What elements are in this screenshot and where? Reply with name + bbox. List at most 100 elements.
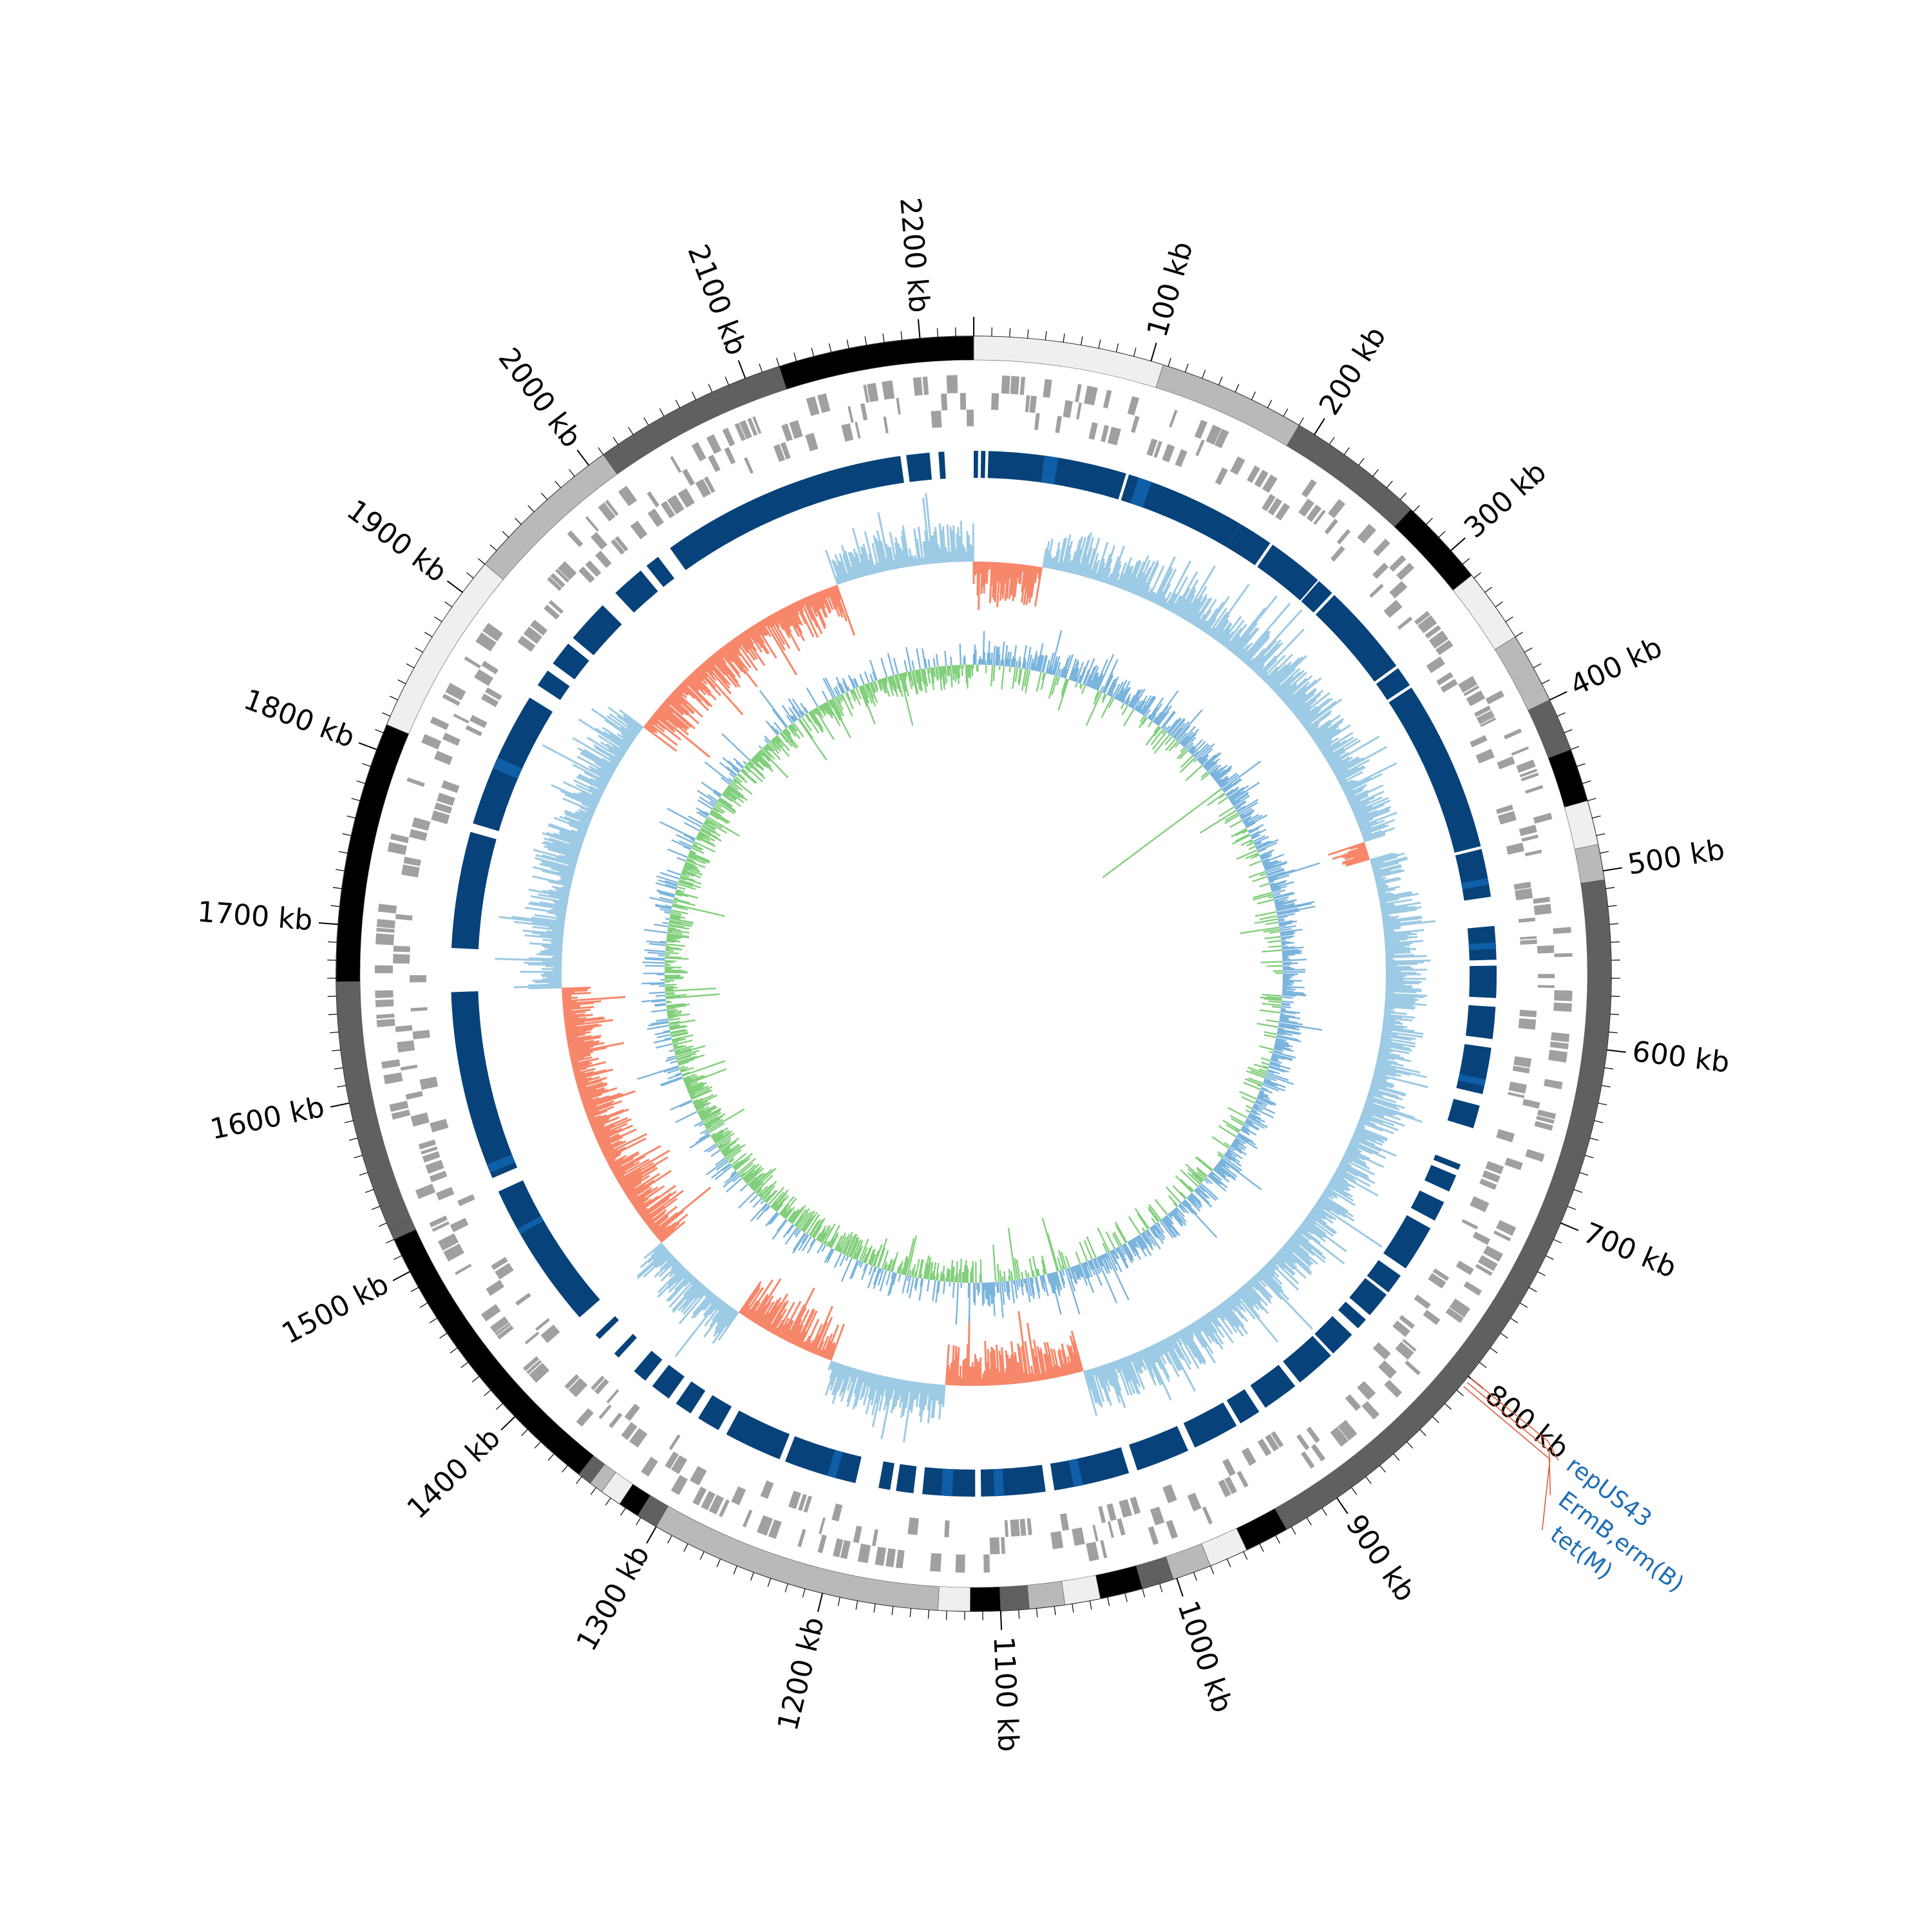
- gc-content-bar: [562, 1000, 601, 1005]
- gc-content-bar: [822, 1333, 833, 1358]
- gc-content-bar: [655, 710, 668, 721]
- gc-skew-bar: [1069, 668, 1075, 681]
- gc-skew-bar: [994, 646, 998, 666]
- cds-feature: [1271, 1431, 1284, 1448]
- minor-tick: [393, 1255, 402, 1260]
- gc-skew-bar: [665, 987, 678, 989]
- gc-content-bar: [569, 1046, 607, 1056]
- gc-skew-bar: [849, 1260, 858, 1280]
- gc-skew-bar: [1278, 1023, 1300, 1028]
- gc-content-bar: [1144, 1348, 1163, 1385]
- gc-skew-bar: [1255, 911, 1277, 917]
- gc-content-bar: [1168, 1336, 1182, 1359]
- gc-content-bar: [622, 1178, 643, 1191]
- gc-skew-bar: [752, 1168, 777, 1191]
- gc-skew-bar: [1223, 779, 1242, 793]
- gc-skew-bar: [831, 698, 842, 716]
- gc-content-bar: [1305, 1217, 1316, 1226]
- gc-content-bar: [1294, 699, 1317, 717]
- minor-tick: [495, 1403, 504, 1410]
- cds-feature: [481, 661, 498, 675]
- gc-content-bar: [1143, 585, 1151, 599]
- gc-content-bar: [1197, 1319, 1210, 1337]
- cds-feature: [453, 714, 469, 724]
- gc-skew-bar: [817, 1225, 827, 1241]
- gc-content-bar: [587, 1106, 614, 1118]
- gc-content-bar: [1383, 1021, 1396, 1026]
- gc-content-bar: [689, 674, 711, 696]
- gc-skew-bar: [1244, 820, 1255, 827]
- gc-skew-bar: [1145, 1229, 1151, 1236]
- gc-skew-bar: [1282, 952, 1302, 956]
- minor-tick: [1413, 505, 1420, 513]
- gc-skew-bar: [918, 669, 923, 682]
- gc-content-bar: [670, 1261, 680, 1270]
- gc-content-bar: [607, 1157, 617, 1164]
- gc-skew-bar: [817, 1228, 826, 1242]
- gc-skew-bar: [775, 1195, 790, 1212]
- gc-content-bar: [835, 576, 840, 585]
- gc-skew-bar: [1153, 734, 1171, 754]
- gc-content-bar: [905, 1381, 911, 1408]
- gc-content-bar: [1021, 1345, 1028, 1383]
- gc-content-bar: [1273, 684, 1281, 692]
- cds-feature: [1119, 1499, 1132, 1518]
- gc-skew-bar: [718, 1139, 732, 1150]
- gc-skew-bar: [865, 683, 870, 692]
- gc-content-bar: [1182, 1328, 1204, 1363]
- gc-skew-bar: [1264, 998, 1282, 1001]
- gc-skew-bar: [829, 699, 851, 739]
- gc-skew-bar: [1016, 1280, 1019, 1291]
- gc-skew-bar: [1173, 1209, 1178, 1215]
- gc-content-bar: [956, 533, 959, 562]
- gc-content-bar: [1331, 756, 1353, 770]
- gc-content-bar: [620, 732, 634, 743]
- gc-skew-bar: [837, 1245, 841, 1252]
- gc-skew-bar: [707, 1108, 745, 1132]
- gc-skew-bar: [1266, 869, 1285, 876]
- gc-content-bar: [562, 797, 595, 813]
- minor-tick: [784, 1583, 788, 1593]
- gc-skew-bar: [679, 1065, 685, 1069]
- gc-content-bar: [714, 652, 736, 678]
- gc-skew-bar: [1271, 888, 1282, 893]
- gc-content-bar: [966, 1344, 969, 1386]
- gc-content-bar: [659, 706, 688, 732]
- gc-content-bar: [1066, 1363, 1072, 1375]
- gc-content-bar: [569, 1041, 625, 1055]
- gc-content-bar: [652, 1211, 678, 1233]
- cds-feature: [752, 416, 762, 434]
- gc-skew-bar: [1236, 849, 1258, 860]
- gc-content-bar: [564, 1021, 585, 1026]
- gc-content-bar: [1262, 674, 1269, 681]
- gc-content-bar: [895, 1379, 902, 1407]
- gc-content-bar: [645, 723, 658, 734]
- gc-skew-bar: [869, 659, 878, 681]
- gc-content-bar: [1376, 882, 1387, 887]
- gc-skew-bar: [1266, 996, 1282, 999]
- gc-content-bar: [1128, 562, 1142, 592]
- gc-content-bar: [1200, 620, 1209, 631]
- gc-content-bar: [1358, 1120, 1383, 1132]
- gc-content-bar: [1369, 1086, 1379, 1091]
- blast-hit: [1349, 1278, 1387, 1316]
- gc-content-bar: [703, 1304, 729, 1338]
- gc-skew-bar: [1171, 1210, 1182, 1222]
- gc-skew-bar: [1046, 668, 1050, 674]
- gc-content-bar: [1095, 542, 1109, 581]
- gc-content-bar: [540, 952, 562, 955]
- cds-feature: [1554, 952, 1573, 958]
- gc-skew-bar: [1265, 1019, 1280, 1023]
- gc-skew-bar: [1278, 920, 1298, 925]
- gc-content-bar: [1231, 1294, 1246, 1313]
- gc-content-bar: [1188, 601, 1202, 623]
- cds-feature: [611, 538, 625, 555]
- gc-skew-bar: [750, 759, 760, 768]
- cds-feature: [1361, 1401, 1380, 1420]
- gc-skew-bar: [1162, 1217, 1171, 1228]
- gc-content-bar: [1326, 1186, 1334, 1191]
- cds-feature: [1019, 376, 1026, 395]
- gc-skew-bar: [1029, 1277, 1035, 1300]
- gc-skew-bar: [926, 1256, 931, 1280]
- gc-skew-bar: [1168, 741, 1179, 752]
